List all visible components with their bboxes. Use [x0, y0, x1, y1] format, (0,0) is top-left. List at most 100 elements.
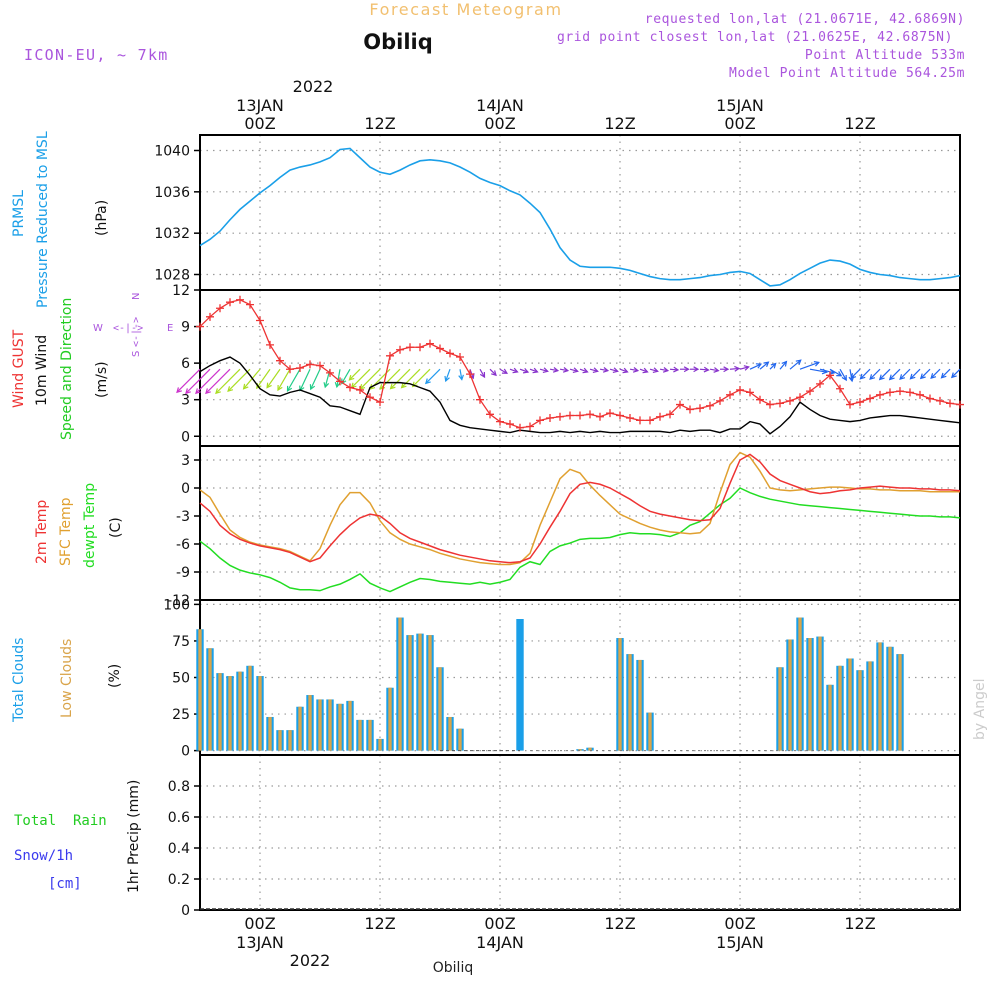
- ytick-label: 0.4: [168, 841, 190, 857]
- wind-direction-arrow: [609, 368, 618, 372]
- ytick-label: 1040: [154, 144, 190, 160]
- wind-arrow-head: [909, 373, 916, 380]
- gust-point-marker: [616, 411, 624, 420]
- compass-s: S: [131, 351, 142, 357]
- gust-point-marker: [366, 393, 374, 402]
- footer-location: Obiliq: [433, 960, 473, 976]
- low-cloud-bar: [408, 635, 412, 751]
- wind-labels: Wind GUST 10m Wind Speed and Direction (…: [11, 293, 173, 440]
- gust-point-marker: [906, 388, 914, 397]
- low-cloud-bar: [618, 638, 622, 751]
- wind-arrow-head: [850, 373, 857, 379]
- gust-point-marker: [776, 399, 784, 408]
- wind-direction-arrow: [789, 359, 802, 370]
- ytick-label: 0: [181, 903, 190, 919]
- ytick-label: 0.6: [168, 810, 190, 826]
- wind-arrow-head: [572, 367, 579, 374]
- gust-point-marker: [636, 416, 644, 425]
- wind-direction-arrow: [539, 368, 548, 372]
- wind-arrow-head: [348, 374, 355, 381]
- wind-arrow-head: [522, 367, 530, 374]
- gust-point-marker: [586, 410, 594, 419]
- low-cloud-bar: [848, 658, 852, 751]
- gust-point-marker: [836, 384, 844, 393]
- wind-arrow-head: [703, 366, 710, 373]
- prmsl-desc: Pressure Reduced to MSL: [35, 131, 51, 308]
- gust-point-marker: [926, 394, 934, 403]
- wind-arrow-head: [323, 382, 330, 389]
- wind-direction-arrow: [277, 368, 291, 391]
- wind-arrow-head: [899, 374, 906, 381]
- gust-point-marker: [746, 388, 754, 397]
- wind-arrow-head: [195, 388, 201, 395]
- gust-point-marker: [886, 388, 894, 397]
- wind-arrow-head: [227, 386, 234, 393]
- wind-direction-arrow: [941, 368, 951, 379]
- compass-arrows: <-|->: [113, 323, 143, 334]
- bottom-year: 2022: [290, 951, 331, 970]
- wind-arrow-head: [444, 375, 450, 383]
- low-cloud-bar: [378, 738, 382, 751]
- gust-label: Wind GUST: [11, 329, 27, 408]
- low-cloud-bar: [438, 667, 442, 751]
- gust-point-marker: [296, 364, 304, 372]
- gust-point-marker: [686, 405, 694, 414]
- gust-point-marker: [336, 377, 344, 386]
- wind-direction-arrow: [412, 368, 431, 387]
- gust-point-marker: [696, 404, 704, 413]
- wind-arrow-head: [592, 367, 599, 374]
- pressure-unit: (hPa): [94, 200, 110, 236]
- low-cloud-bar: [288, 730, 292, 751]
- wind-arrow-head: [389, 383, 396, 390]
- wind-direction-arrow: [659, 368, 668, 372]
- low-cloud-bar: [348, 700, 352, 751]
- wind-direction-arrow: [529, 368, 538, 373]
- temp-unit: (C): [108, 517, 124, 538]
- rain-label: Total Rain: [14, 813, 107, 829]
- gust-point-marker: [216, 304, 224, 313]
- low-cloud-bar: [368, 719, 372, 751]
- gust-point-marker: [666, 410, 674, 419]
- wind-direction-arrow: [899, 368, 911, 380]
- low-cloud-bar: [588, 747, 592, 751]
- top-year: 2022: [293, 77, 334, 96]
- wind-direction-arrow: [509, 368, 518, 373]
- wind-direction-arrow: [185, 368, 211, 394]
- wind-direction-arrow: [266, 368, 281, 388]
- wind-arrow-head: [930, 373, 937, 379]
- wind-arrow-head: [763, 361, 770, 368]
- point-altitude: Point Altitude 533m: [805, 48, 965, 63]
- gust-point-marker: [786, 396, 794, 405]
- ytick-label: 12: [172, 283, 190, 299]
- low-cloud-bar: [888, 646, 892, 751]
- low-cloud-bar: [198, 629, 202, 751]
- panel-frame: [199, 754, 961, 911]
- wind-direction-arrow: [559, 368, 568, 372]
- wind-direction-arrow: [669, 368, 679, 371]
- low-cloud-bar: [838, 665, 842, 751]
- gust-point-marker: [436, 344, 444, 353]
- low-cloud-bar: [358, 719, 362, 751]
- low-cloud-bar: [878, 642, 882, 751]
- watermark: by Angel: [972, 679, 988, 740]
- low-cloud-bar: [258, 676, 262, 751]
- low-cloud-bar: [788, 639, 792, 751]
- wind-direction-arrow: [489, 368, 497, 376]
- wind-arrow-head: [424, 378, 431, 385]
- wind-arrow-head: [532, 367, 539, 374]
- ytick-label: 1032: [154, 226, 190, 242]
- wind-direction-arrow: [243, 368, 261, 390]
- compass-n: N: [131, 293, 142, 300]
- wind-direction-arrow: [549, 368, 558, 372]
- wind-arrow-head: [632, 367, 640, 373]
- panel-frame: [199, 445, 961, 601]
- gust-point-marker: [346, 383, 354, 392]
- wind-direction-arrow: [910, 368, 921, 380]
- wind-direction-arrow: [351, 368, 371, 389]
- wind-direction-arrow: [619, 368, 628, 373]
- bottom-date-label: 13JAN: [236, 933, 284, 952]
- gust-point-marker: [496, 417, 504, 426]
- dir-label: Speed and Direction: [59, 298, 75, 440]
- wind-arrow-head: [552, 367, 560, 373]
- top-date-label: 15JAN: [716, 96, 764, 115]
